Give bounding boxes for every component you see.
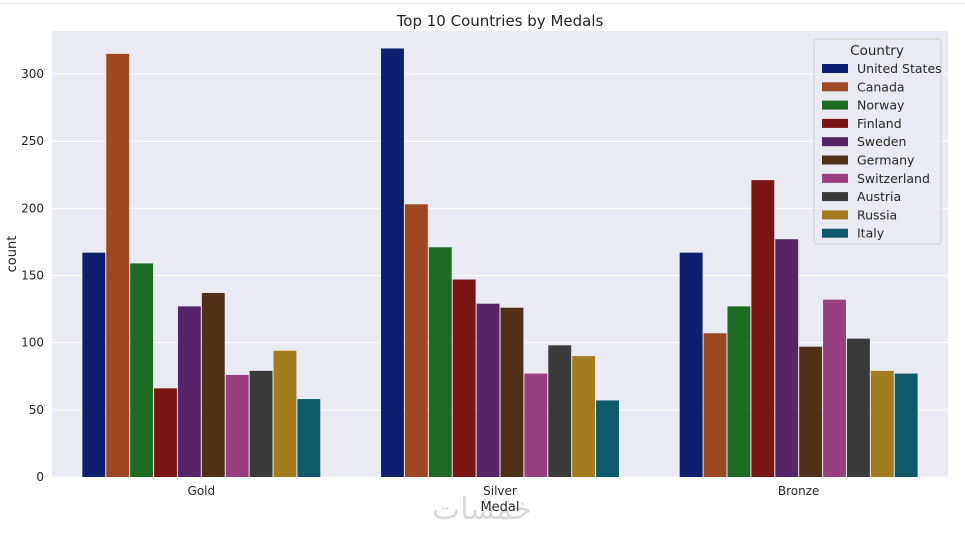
legend-label: Norway [857,98,905,113]
bar [106,53,130,478]
y-tick-label: 50 [29,403,44,417]
bar [894,373,918,477]
legend-item: Finland [822,116,902,131]
x-tick-label: Bronze [778,484,820,498]
y-axis-title: count [5,236,20,273]
bar [452,279,476,477]
bar [177,306,201,477]
bar [130,263,154,477]
bar [799,346,823,477]
bars-layer [82,48,918,478]
legend-item: Italy [822,226,885,241]
legend-item: Germany [822,153,915,168]
legend-label: Switzerland [857,171,930,186]
bar [500,307,524,477]
legend-item: Sweden [822,134,906,149]
legend-label: Finland [857,116,902,131]
legend-item: Norway [822,98,905,113]
bar [82,252,106,477]
x-tick-label: Gold [188,484,216,498]
bar [846,338,870,477]
chart-title: Top 10 Countries by Medals [396,12,604,30]
plot-background [52,31,948,477]
bar [297,399,321,477]
legend-item: Austria [822,189,901,204]
bar [870,370,894,477]
legend-label: United States [857,61,942,76]
legend-label: Russia [857,207,897,222]
legend-title: Country [850,43,904,59]
bar [823,299,846,477]
bar [225,374,249,477]
y-tick-label: 100 [21,336,44,350]
bar [572,356,596,477]
bar [404,204,428,478]
legend-swatch [822,118,848,128]
bar [249,370,273,477]
legend-item: United States [822,61,942,76]
y-tick-label: 250 [21,134,44,148]
x-axis-title: Medal [480,500,519,515]
bar [751,180,775,478]
bar [201,292,225,477]
bar [596,400,619,477]
y-ticks-layer: 0 50 100 150 200 250 300 [21,67,44,484]
y-tick-label: 300 [21,67,44,81]
legend-item: Switzerland [822,171,930,186]
y-tick-label: 150 [21,268,44,282]
bar [727,306,751,477]
watermark: خمسات [432,492,532,527]
legend-swatch [822,64,848,73]
bar [476,303,500,477]
legend-label: Canada [857,79,905,94]
legend-swatch [822,192,848,202]
legend-label: Sweden [857,134,906,149]
bar [775,239,799,477]
grid-layer [52,73,948,478]
bar [524,373,548,477]
legend-item: Canada [822,79,905,94]
legend-label: Italy [857,226,885,241]
bar [703,333,727,477]
legend-swatch [822,210,848,220]
legend-swatch [822,100,848,110]
bar [381,48,404,477]
legend-swatch [822,228,848,238]
y-tick-label: 200 [21,201,44,215]
legend-label: Austria [857,189,901,204]
bar [679,252,703,477]
legend-items: United States Canada Norway Finland Sweden Ge… [822,61,942,241]
legend-swatch [822,155,848,165]
bar [273,350,297,477]
y-tick-label: 0 [36,470,44,484]
legend-label: Germany [857,153,915,168]
x-tick-label: Silver [483,484,517,498]
bar [428,247,452,477]
bar [154,388,177,477]
legend: Country United States Canada Norway Finland… [813,38,942,245]
top-border-line [0,3,965,4]
legend-swatch [822,82,848,92]
legend-item: Russia [822,207,897,222]
legend-swatch [822,137,848,147]
bar [548,345,572,477]
legend-swatch [822,173,848,183]
x-ticks-layer: Gold Silver Bronze [188,484,820,498]
